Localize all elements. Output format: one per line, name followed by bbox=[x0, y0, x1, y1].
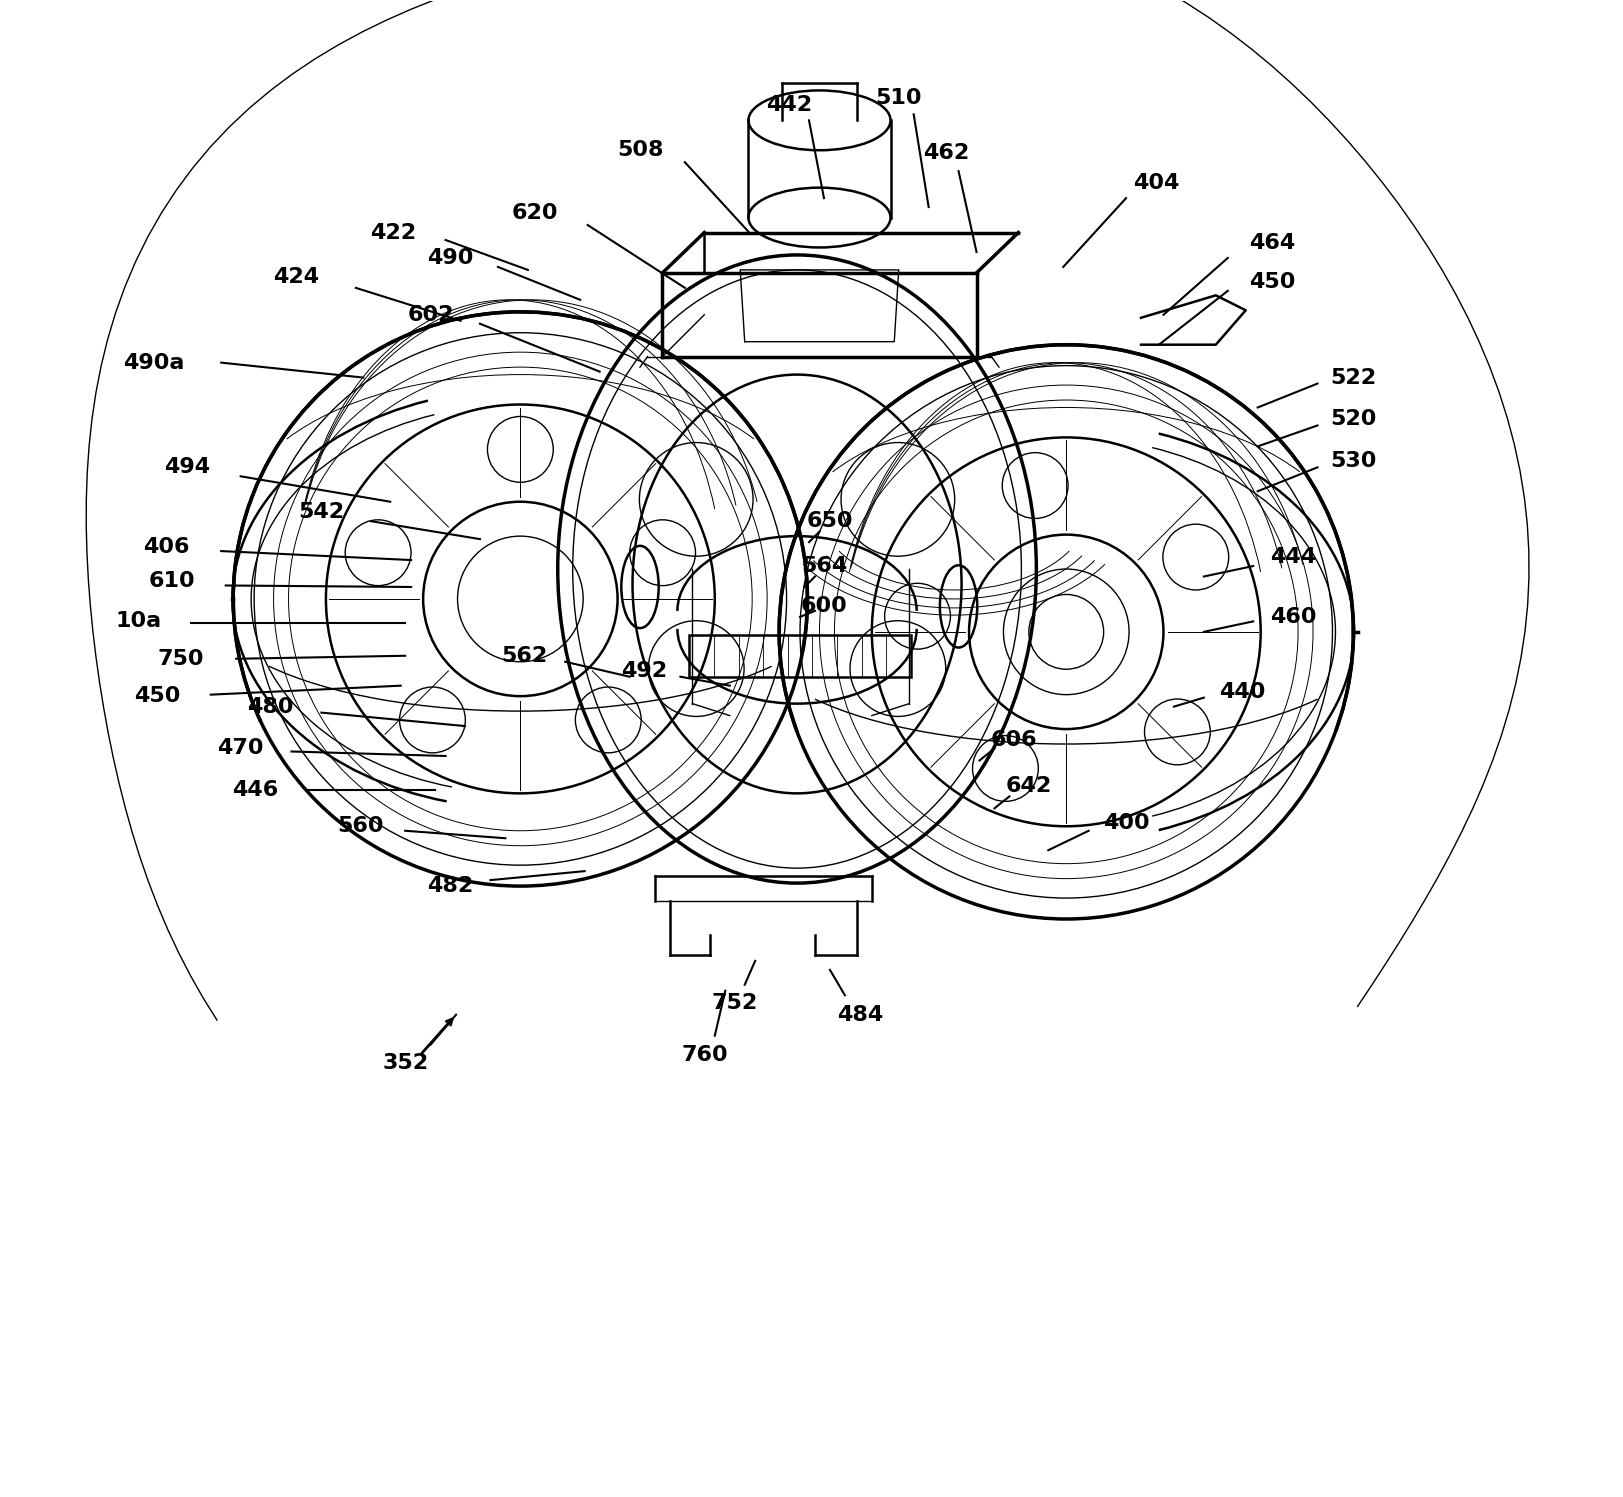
Text: 490a: 490a bbox=[123, 353, 185, 373]
Text: 650: 650 bbox=[807, 510, 852, 531]
Text: 492: 492 bbox=[622, 660, 667, 681]
Text: 482: 482 bbox=[427, 876, 472, 897]
Text: 510: 510 bbox=[875, 88, 922, 108]
Text: 450: 450 bbox=[133, 686, 180, 707]
Bar bbox=[688, 635, 911, 677]
Text: 602: 602 bbox=[407, 305, 453, 325]
Text: 620: 620 bbox=[511, 204, 558, 223]
Text: 606: 606 bbox=[990, 729, 1037, 750]
Text: 352: 352 bbox=[381, 1052, 428, 1072]
Text: 400: 400 bbox=[1102, 813, 1149, 834]
Text: 600: 600 bbox=[800, 596, 847, 617]
Text: 470: 470 bbox=[217, 738, 265, 759]
Text: 530: 530 bbox=[1329, 451, 1376, 472]
Text: 440: 440 bbox=[1219, 681, 1266, 702]
Text: 404: 404 bbox=[1133, 174, 1178, 193]
Text: 520: 520 bbox=[1329, 410, 1376, 430]
Text: 422: 422 bbox=[370, 223, 415, 243]
Text: 444: 444 bbox=[1269, 546, 1316, 567]
Text: 610: 610 bbox=[148, 570, 195, 591]
Text: 494: 494 bbox=[164, 457, 209, 478]
Text: 560: 560 bbox=[338, 816, 383, 837]
Text: 464: 464 bbox=[1248, 234, 1295, 253]
Text: 508: 508 bbox=[617, 141, 662, 160]
Text: 564: 564 bbox=[800, 555, 847, 576]
Text: 424: 424 bbox=[273, 268, 318, 287]
Text: 446: 446 bbox=[232, 780, 279, 801]
Text: 442: 442 bbox=[766, 96, 812, 115]
Text: 10a: 10a bbox=[115, 611, 162, 632]
Text: 562: 562 bbox=[502, 645, 547, 666]
Text: 484: 484 bbox=[836, 1004, 883, 1025]
Text: 490: 490 bbox=[427, 249, 472, 268]
Text: 752: 752 bbox=[711, 993, 756, 1013]
Text: 406: 406 bbox=[143, 536, 188, 557]
Text: 462: 462 bbox=[923, 144, 969, 163]
Text: 760: 760 bbox=[680, 1045, 727, 1064]
Text: 480: 480 bbox=[247, 696, 294, 717]
Text: 642: 642 bbox=[1005, 775, 1052, 796]
Text: 460: 460 bbox=[1269, 606, 1316, 627]
Text: 522: 522 bbox=[1329, 368, 1376, 388]
Text: 450: 450 bbox=[1248, 272, 1295, 292]
Text: 750: 750 bbox=[157, 648, 204, 669]
Text: 542: 542 bbox=[299, 501, 344, 522]
